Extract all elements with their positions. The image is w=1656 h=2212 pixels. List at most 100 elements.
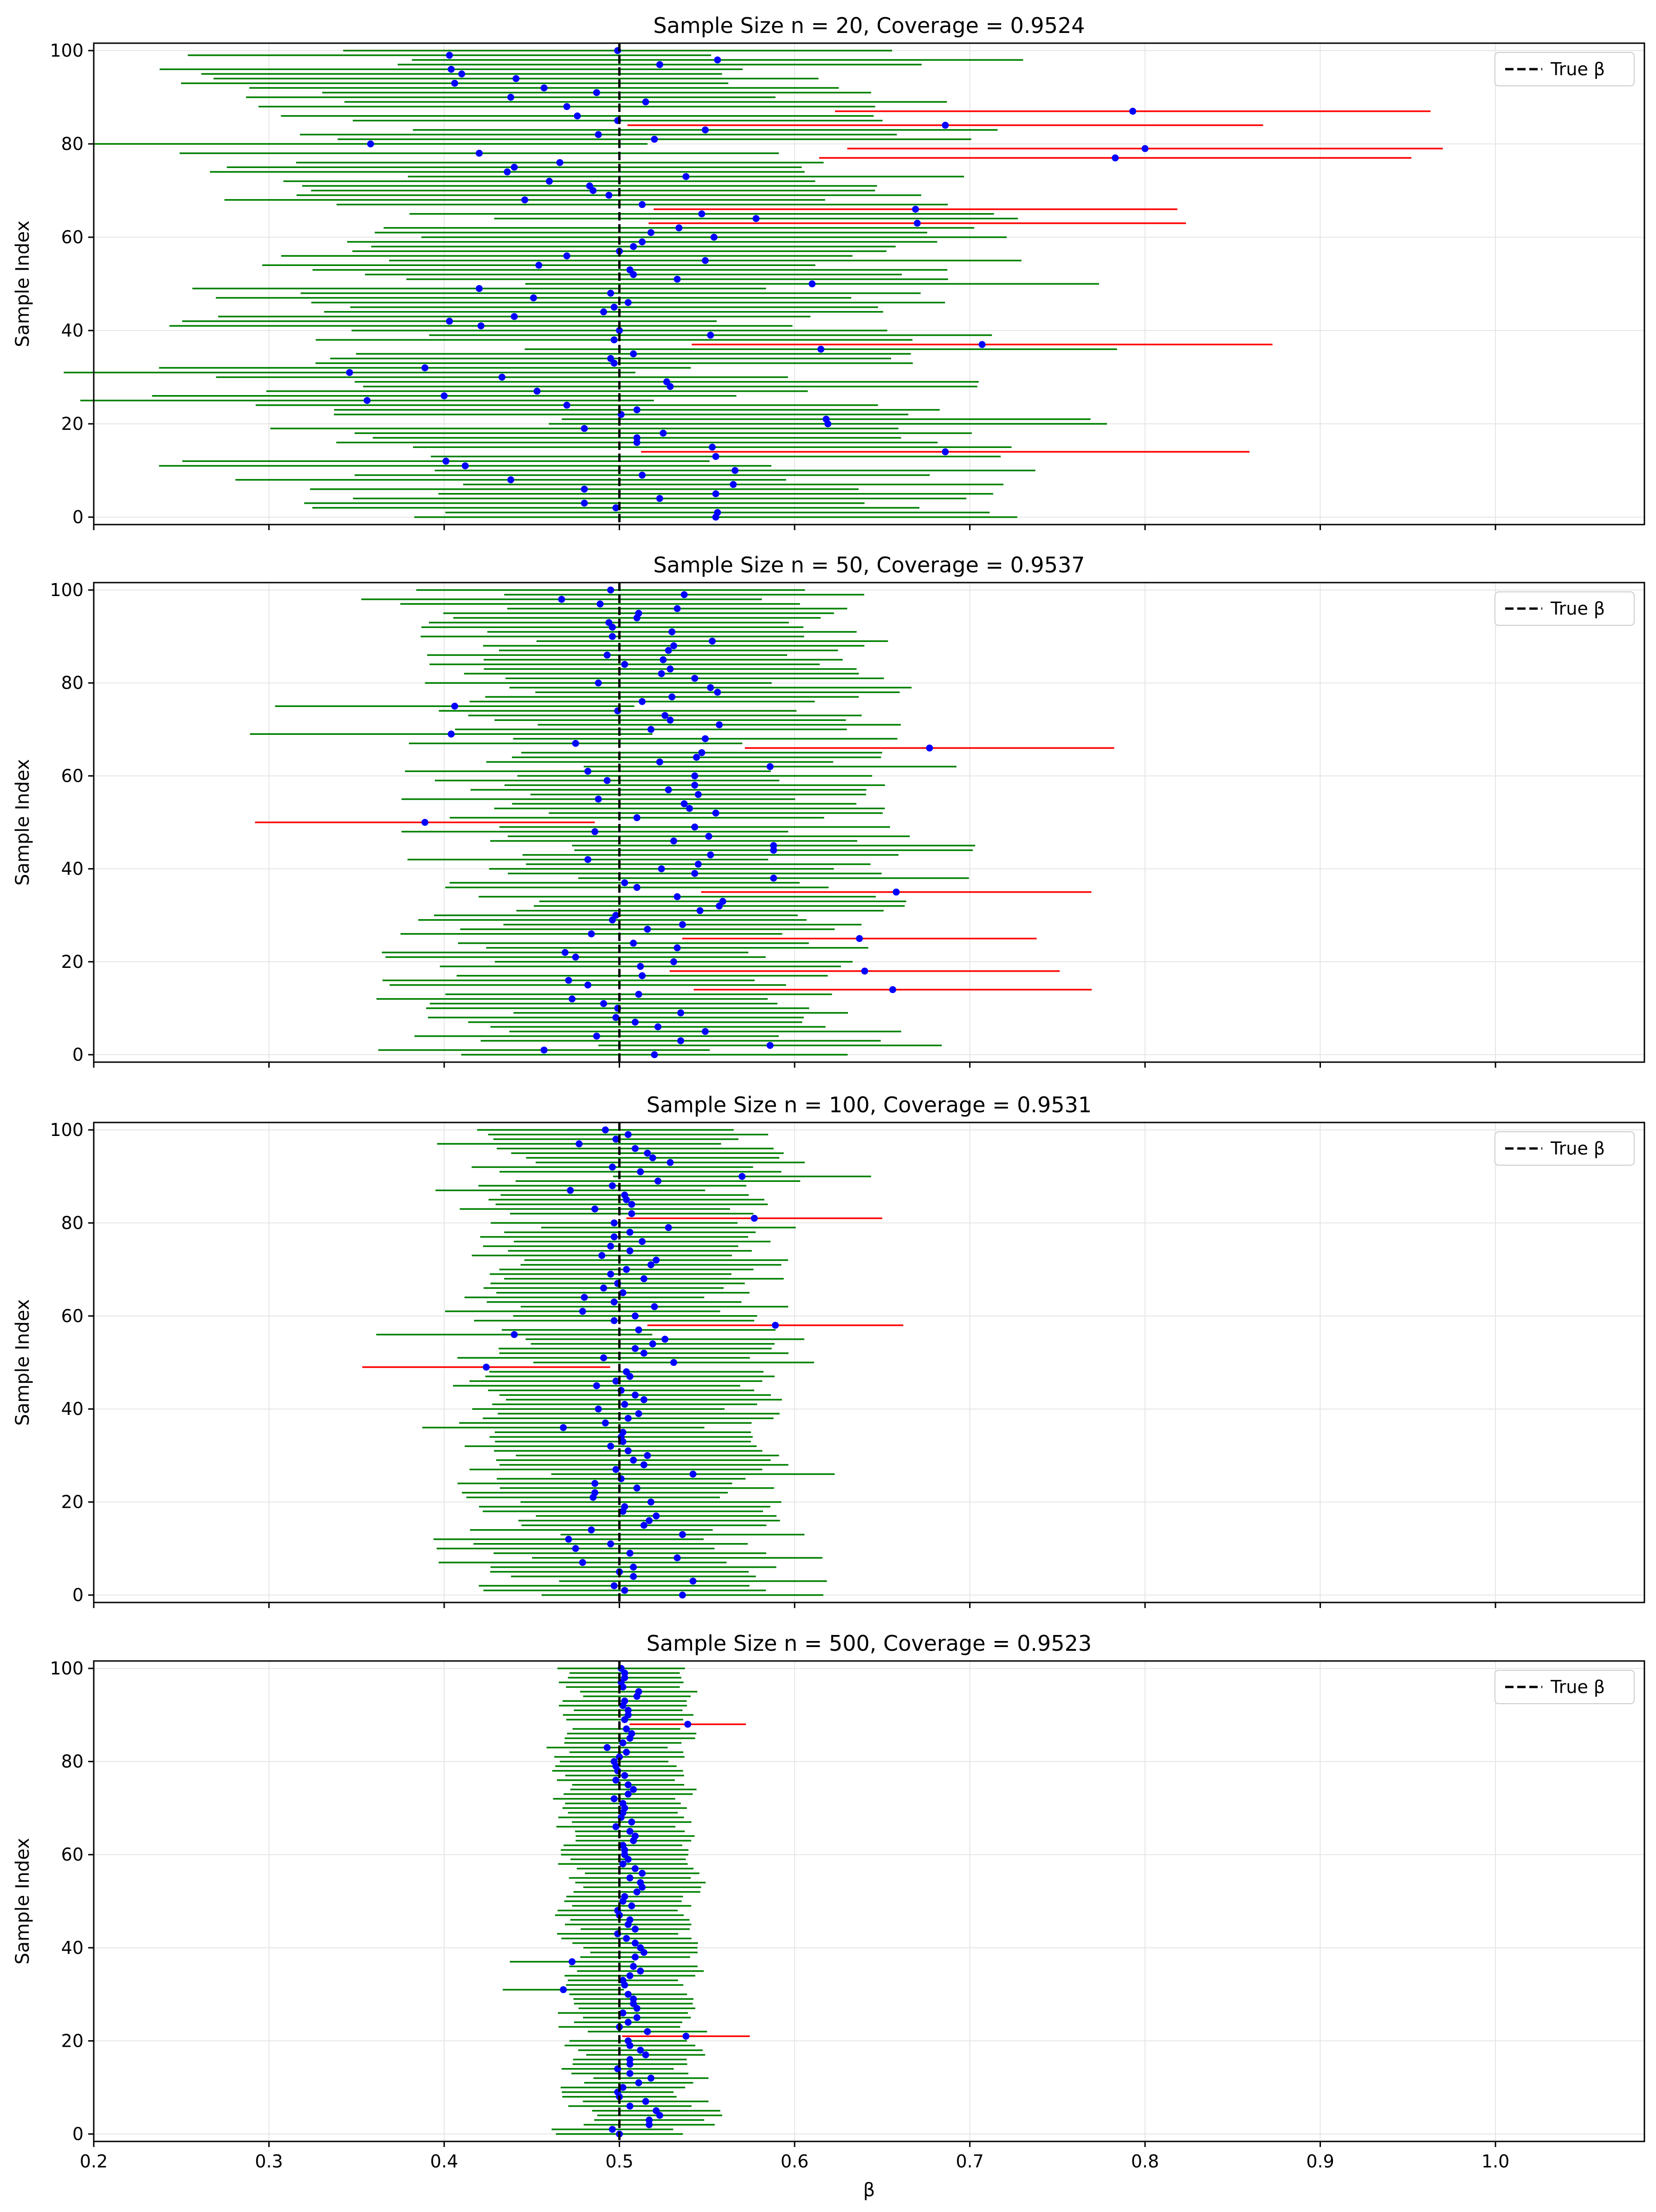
panel3-estimate-60 (632, 1312, 639, 1320)
panel1-estimate-67 (639, 201, 646, 208)
panel4-estimate-71 (619, 1800, 627, 1807)
panel2-estimate-60 (691, 772, 699, 779)
panel1-estimate-3 (581, 499, 588, 507)
panel4-estimate-55 (626, 1874, 634, 1881)
panel1-estimate-63 (913, 220, 921, 227)
panel2-estimate-40 (658, 865, 665, 873)
panel3-estimate-68 (640, 1275, 647, 1283)
panel4-estimate-83 (603, 1744, 611, 1751)
panel1-estimate-76 (556, 159, 563, 166)
panel4-y-tick-label: 80 (61, 1751, 84, 1772)
panel3-estimate-57 (635, 1326, 642, 1334)
panel1-estimate-13 (712, 453, 719, 460)
panel1-estimate-98 (714, 56, 721, 64)
panel4-estimate-6 (626, 2102, 634, 2110)
panel1-estimate-72 (546, 177, 553, 185)
panel2-title: Sample Size n = 50, Coverage = 0.9537 (653, 552, 1085, 577)
panel4-estimate-67 (628, 1818, 635, 1826)
panel4-frame (93, 1660, 1645, 2142)
panel3-estimate-51 (600, 1354, 608, 1362)
panel2-estimate-82 (658, 670, 665, 677)
panel2-estimate-55 (595, 795, 602, 803)
panel1-estimate-90 (507, 94, 514, 101)
panel2-estimate-62 (766, 763, 774, 770)
panel3-estimate-61 (579, 1308, 586, 1315)
panel1-estimate-87 (1129, 108, 1137, 115)
panel2-estimate-33 (719, 898, 726, 905)
panel3-estimate-96 (632, 1145, 639, 1152)
panel2-estimate-3 (677, 1037, 685, 1044)
panel3-estimate-4 (630, 1573, 637, 1580)
panel1-estimate-48 (607, 290, 615, 297)
panel2-estimate-12 (569, 995, 576, 1003)
panel4-estimate-75 (624, 1781, 632, 1789)
panel1-legend-box (1494, 52, 1635, 86)
panel1-estimate-30 (498, 374, 506, 381)
panel2-estimate-0 (651, 1051, 658, 1058)
panel1-estimate-41 (477, 322, 485, 330)
panel1-estimate-66 (912, 206, 919, 213)
panel3-title: Sample Size n = 100, Coverage = 0.9531 (647, 1092, 1092, 1117)
panel2-estimate-52 (712, 809, 719, 817)
panel4-estimate-3 (646, 2116, 653, 2124)
panel2-estimate-75 (451, 702, 459, 710)
panel3-estimate-81 (750, 1214, 758, 1222)
panel1-estimate-71 (586, 182, 593, 189)
panel4-estimate-66 (612, 1823, 620, 1830)
panel4-estimate-30 (624, 1991, 632, 1998)
panel1-estimate-8 (507, 476, 514, 484)
panel3-y-tick-label: 60 (61, 1306, 84, 1326)
panel1-estimate-59 (639, 238, 646, 246)
panel3-estimate-84 (628, 1200, 635, 1208)
panel3-estimate-89 (654, 1177, 662, 1185)
panel2-estimate-84 (621, 661, 628, 668)
panel1-title: Sample Size n = 20, Coverage = 0.9524 (653, 13, 1085, 38)
panel2-estimate-31 (696, 907, 704, 915)
panel3-estimate-30 (644, 1452, 651, 1459)
panel2-estimate-47 (705, 833, 712, 840)
panel3-frame (93, 1122, 1645, 1603)
panel1-estimate-78 (476, 149, 483, 157)
panel2-estimate-93 (605, 619, 613, 626)
panel2-estimate-20 (670, 958, 678, 966)
panel2-estimate-6 (654, 1023, 662, 1031)
panel1-estimate-56 (563, 252, 570, 259)
panel2-estimate-51 (633, 814, 640, 821)
panel3-estimate-52 (640, 1349, 647, 1357)
panel1-estimate-26 (440, 392, 448, 400)
panel3-estimate-41 (621, 1401, 628, 1408)
panel1-estimate-31 (346, 369, 353, 376)
panel4-x-tick-label: 0.6 (781, 2151, 809, 2172)
panel1-estimate-43 (511, 313, 518, 320)
panel4-y-axis-label: Sample Index (12, 1838, 33, 1965)
panel2-estimate-91 (668, 628, 676, 636)
panel1-estimate-34 (607, 355, 615, 362)
panel4-y-tick-label: 20 (61, 2030, 84, 2051)
panel2-y-tick-label: 20 (61, 952, 84, 972)
panel2-estimate-70 (647, 726, 654, 733)
panel3-estimate-83 (591, 1205, 599, 1213)
panel1-estimate-58 (630, 243, 637, 250)
panel3-y-tick-label: 80 (61, 1213, 84, 1233)
panel2-estimate-56 (694, 791, 702, 798)
panel4-estimate-91 (624, 1706, 632, 1714)
panel3-estimate-36 (560, 1424, 567, 1431)
panel3-estimate-46 (612, 1377, 620, 1385)
panel3-estimate-66 (600, 1284, 608, 1292)
panel3-estimate-78 (626, 1228, 634, 1236)
panel2-estimate-16 (565, 977, 572, 984)
panel2-estimate-95 (635, 610, 642, 617)
panel2-estimate-41 (694, 861, 702, 868)
panel2-estimate-57 (665, 786, 672, 793)
panel1-estimate-18 (660, 429, 667, 437)
panel3-estimate-3 (689, 1577, 697, 1585)
panel2-estimate-34 (673, 893, 681, 901)
panel2-estimate-26 (588, 930, 595, 938)
panel1-y-tick-label: 0 (72, 507, 84, 527)
panel3-estimate-74 (626, 1247, 634, 1255)
panel2-estimate-24 (630, 940, 637, 947)
panel4-x-tick-label: 0.3 (255, 2151, 283, 2172)
panel2-estimate-99 (680, 591, 688, 598)
panel4-estimate-33 (619, 1977, 627, 1984)
panel4-y-tick-label: 40 (61, 1938, 84, 1958)
